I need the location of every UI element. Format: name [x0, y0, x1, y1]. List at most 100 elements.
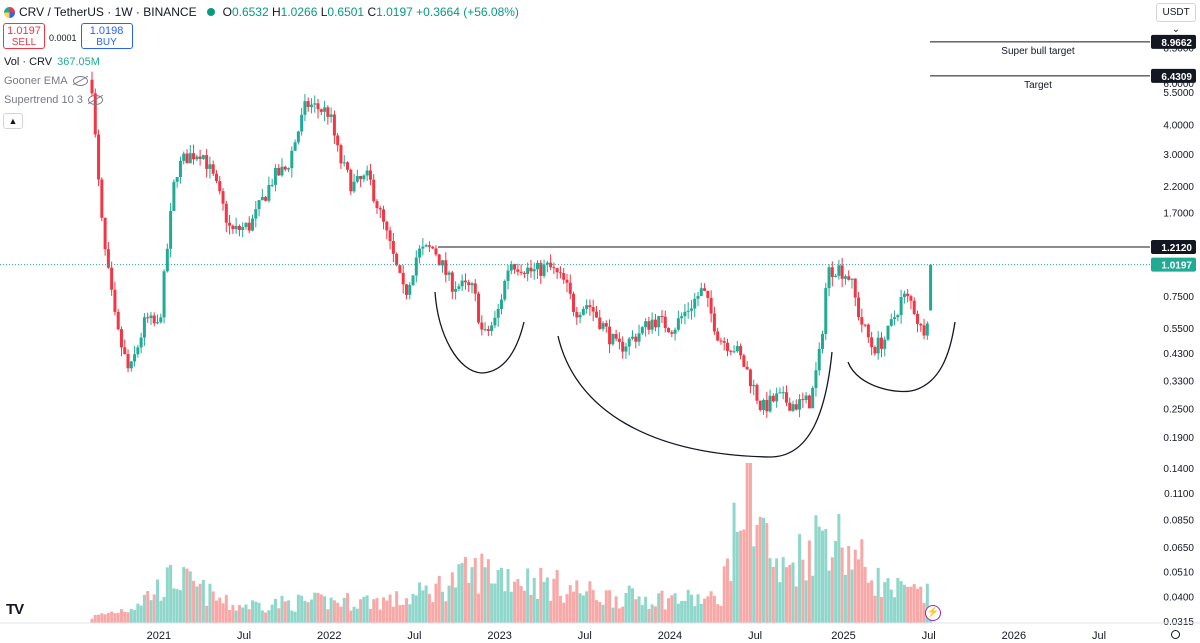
supertrend-indicator-legend[interactable]: Supertrend 10 3: [4, 94, 103, 106]
buy-button[interactable]: 1.0198 BUY: [80, 23, 133, 49]
candle-body: [283, 166, 287, 170]
volume-bar: [437, 575, 441, 623]
volume-bar: [847, 545, 851, 623]
price-axis-background: [1150, 0, 1200, 643]
volume-bar: [214, 600, 218, 623]
volume-bar: [349, 610, 353, 623]
time-axis[interactable]: 2021 Jul 2022 Jul 2023 Jul 2024 Jul 2025 Jul 2026 J…: [0, 622, 1200, 642]
candle-body: [90, 79, 94, 94]
price-axis[interactable]: 12.00008.50006.00005.50004.00003.00002.2…: [1150, 0, 1200, 643]
candle-body: [414, 257, 418, 276]
candle-body: [247, 222, 251, 231]
candle-body: [660, 316, 664, 318]
volume-bar: [686, 589, 690, 623]
candle-body: [139, 337, 143, 348]
candle-body: [915, 313, 919, 324]
sell-button[interactable]: 1.0197 SELL: [3, 23, 45, 49]
volume-bar: [896, 578, 900, 623]
right-handle-arc[interactable]: [847, 321, 956, 393]
volume-bar: [755, 524, 759, 623]
price-axis-label-box: [1151, 257, 1196, 272]
candle-body: [640, 327, 644, 334]
volume-bar: [182, 567, 186, 623]
volume-bar: [558, 595, 562, 623]
candle-body: [110, 267, 114, 290]
candle-body: [912, 300, 916, 314]
candle-body: [621, 341, 625, 352]
candle-body: [542, 264, 546, 276]
candle-body: [699, 288, 703, 296]
candle-body: [457, 286, 461, 289]
volume-bar: [375, 598, 379, 623]
volume-bar: [444, 601, 448, 623]
volume-bar: [614, 596, 618, 623]
currency-select[interactable]: USDT ⌄: [1156, 3, 1196, 35]
ema-indicator-legend[interactable]: Gooner EMA: [4, 75, 88, 87]
volume-indicator-legend[interactable]: Vol · CRV 367.05M: [4, 56, 100, 68]
volume-bar: [300, 595, 304, 623]
candle-body: [866, 324, 870, 338]
candle-body: [362, 175, 366, 180]
collapse-legend-button[interactable]: ▲: [3, 113, 23, 129]
volume-bar: [100, 613, 104, 623]
volume-bar: [817, 526, 821, 623]
candle-body: [634, 336, 638, 342]
volume-bar: [912, 584, 916, 623]
candle-body: [214, 173, 218, 182]
candle-body: [722, 341, 726, 343]
candle-body: [545, 262, 549, 265]
left-handle-arc[interactable]: [434, 291, 525, 374]
volume-bar: [460, 563, 464, 623]
volume-bar: [604, 590, 608, 623]
volume-bar: [781, 557, 785, 623]
volume-bar: [804, 580, 808, 623]
cup-arc[interactable]: [557, 335, 833, 458]
volume-bar: [159, 600, 163, 623]
candle-body: [152, 315, 156, 324]
volume-bar: [480, 553, 484, 623]
volume-bar: [676, 603, 680, 623]
candle-body: [159, 317, 163, 323]
hidden-eye-icon[interactable]: [87, 95, 103, 105]
gear-icon[interactable]: [1171, 630, 1180, 639]
volume-bar: [450, 572, 454, 623]
candle-body: [863, 324, 867, 326]
candle-body: [755, 384, 759, 401]
volume-bar: [404, 598, 408, 623]
volume-bar: [257, 602, 261, 623]
candle-body: [653, 319, 657, 328]
candle-body: [208, 164, 212, 169]
volume-bar: [647, 608, 651, 623]
candle-body: [441, 260, 445, 266]
lightning-icon[interactable]: ⚡: [925, 605, 941, 621]
chart-header: CRV / TetherUS · 1W · BINANCE O0.6532 H1…: [4, 3, 519, 21]
volume-bar: [886, 578, 890, 623]
volume-bar: [775, 558, 779, 623]
volume-bar: [906, 586, 910, 623]
volume-bar: [696, 594, 700, 623]
candle-body: [549, 262, 553, 268]
time-tick-label: 2021: [147, 630, 171, 642]
candle-body: [824, 288, 828, 334]
candle-body: [178, 160, 182, 178]
candle-body: [860, 317, 864, 325]
market-status-icon: [206, 8, 215, 16]
candle-body: [142, 317, 146, 338]
volume-bar: [169, 564, 173, 623]
symbol-title[interactable]: CRV / TetherUS · 1W · BINANCE: [19, 5, 197, 19]
volume-bar: [431, 602, 435, 623]
candle-body: [565, 279, 569, 283]
tradingview-logo[interactable]: TV: [6, 601, 24, 618]
volume-bar: [778, 582, 782, 623]
hidden-eye-icon[interactable]: [72, 76, 88, 86]
volume-bar: [627, 585, 631, 623]
volume-bar: [473, 558, 477, 623]
buy-price: 1.0198: [89, 25, 124, 37]
candle-body: [182, 153, 186, 161]
volume-bar: [545, 577, 549, 623]
candle-body: [814, 370, 818, 389]
volume-bar: [414, 595, 418, 623]
volume-bar: [106, 613, 110, 623]
candle-body: [126, 354, 130, 369]
